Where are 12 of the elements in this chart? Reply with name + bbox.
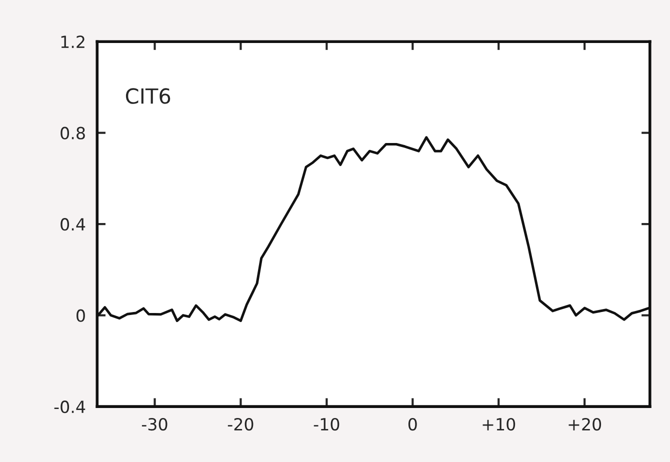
- y-tick-label: 0: [76, 309, 85, 322]
- y-tick-label: 0.8: [60, 126, 85, 140]
- x-tick-label: +20: [568, 418, 602, 431]
- y-tick-label: 1.2: [61, 36, 84, 48]
- x-tick-label: -10: [314, 418, 340, 431]
- annotation: CIT6: [126, 88, 170, 104]
- x-tick-label: +10: [482, 418, 516, 431]
- y-tick-label: -0.4: [54, 400, 86, 414]
- x-tick-label: -20: [228, 418, 254, 431]
- x-tick-label: -30: [142, 418, 168, 431]
- x-tick-label: 0: [408, 418, 417, 431]
- y-tick-label: 0.4: [60, 218, 86, 231]
